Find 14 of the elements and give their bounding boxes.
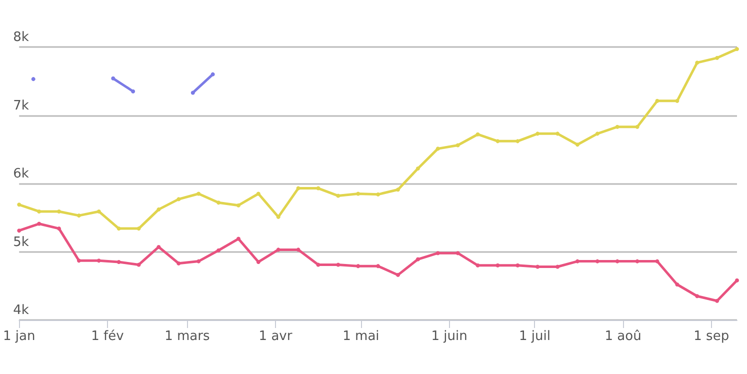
- x-tick-label: 1 sep: [694, 329, 730, 344]
- y-tick-label: 6k: [13, 166, 30, 182]
- x-tick-label: 1 jan: [2, 329, 36, 344]
- x-tick-label: 1 fév: [91, 329, 124, 344]
- y-tick-label: 5k: [13, 234, 30, 250]
- x-tick-label: 1 mai: [342, 329, 380, 344]
- x-tick-label: 1 avr: [258, 329, 293, 344]
- y-tick-label: 4k: [13, 303, 30, 318]
- x-tick-label: 1 mars: [164, 329, 210, 344]
- x-tick-label: 1 juin: [431, 329, 468, 344]
- y-tick-label: 8k: [13, 30, 30, 45]
- x-tick-label: 1 juil: [518, 329, 550, 344]
- x-tick-label: 1 aoû: [604, 329, 642, 344]
- y-tick-label: 7k: [13, 98, 30, 114]
